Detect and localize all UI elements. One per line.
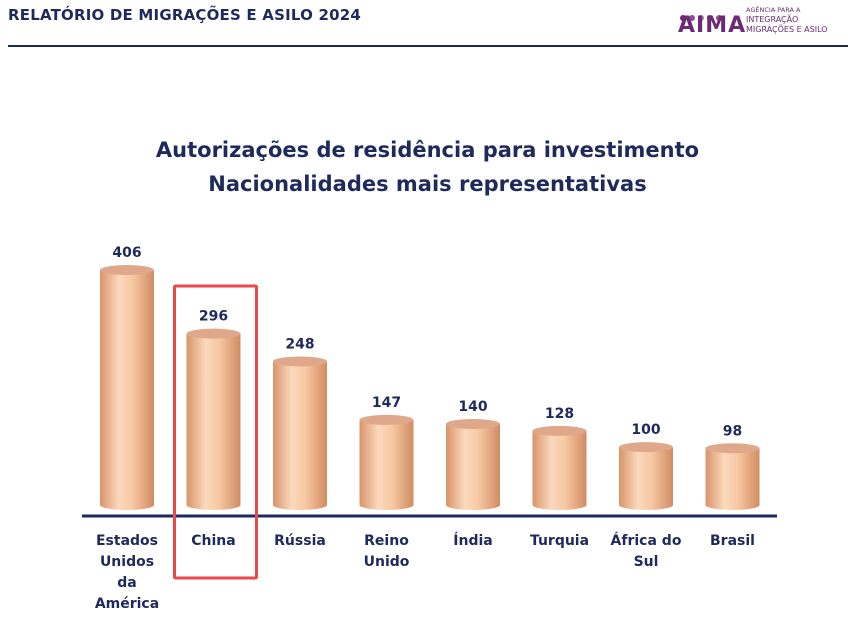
bar-body bbox=[273, 361, 327, 505]
category-label: Reino Unido bbox=[364, 533, 410, 570]
header-divider bbox=[8, 45, 848, 47]
bar-body bbox=[446, 423, 500, 505]
chart-title: Autorizações de residência para investim… bbox=[155, 138, 700, 162]
bar-body bbox=[359, 419, 414, 505]
data-label: 100 bbox=[631, 422, 660, 438]
bar bbox=[446, 418, 500, 510]
bar-top bbox=[273, 356, 327, 367]
logo-dot bbox=[716, 15, 722, 21]
category-label: Rússia bbox=[274, 533, 326, 549]
bar-body bbox=[619, 447, 673, 505]
data-label: 296 bbox=[199, 309, 228, 325]
chart-subtitle: Nacionalidades mais representativas bbox=[208, 172, 647, 196]
report-title: RELATÓRIO DE MIGRAÇÕES E ASILO 2024 bbox=[8, 6, 362, 24]
category-label: Turquia bbox=[530, 533, 589, 549]
bar-base bbox=[273, 500, 327, 510]
bar bbox=[619, 442, 673, 510]
bar-body bbox=[705, 448, 760, 505]
data-label: 128 bbox=[545, 406, 574, 422]
logo-dot bbox=[689, 15, 695, 21]
category-label: África do Sul bbox=[611, 532, 682, 570]
bar-top bbox=[359, 414, 414, 425]
logo-tagline: AGÊNCIA PARA A INTEGRAÇÃO MIGRAÇÕES E AS… bbox=[746, 5, 828, 35]
data-label: 140 bbox=[458, 399, 487, 415]
bar bbox=[532, 425, 587, 510]
bar-top bbox=[100, 265, 154, 275]
bar bbox=[186, 328, 241, 510]
logo-line: MIGRAÇÕES E ASILO bbox=[746, 25, 828, 34]
bar-top bbox=[532, 425, 587, 436]
bar bbox=[100, 265, 154, 510]
bar-base bbox=[446, 500, 500, 510]
logo-wordmark: AIMA bbox=[678, 13, 747, 38]
logo-line: INTEGRAÇÃO bbox=[746, 15, 799, 24]
bar-base bbox=[359, 500, 414, 510]
bar-top bbox=[186, 328, 241, 339]
bar-base bbox=[619, 500, 673, 510]
bar bbox=[705, 443, 760, 510]
aima-logo: AIMA AGÊNCIA PARA A INTEGRAÇÃO MIGRAÇÕES… bbox=[676, 2, 851, 42]
logo-line: AGÊNCIA PARA A bbox=[746, 6, 801, 14]
bar-base bbox=[532, 500, 587, 510]
data-label: 147 bbox=[372, 395, 401, 411]
bar-base bbox=[705, 500, 760, 510]
report-header: RELATÓRIO DE MIGRAÇÕES E ASILO 2024 AIMA… bbox=[0, 0, 855, 50]
category-label: Índia bbox=[453, 532, 492, 549]
category-label: China bbox=[191, 533, 235, 549]
data-label: 98 bbox=[723, 423, 742, 439]
bar-body bbox=[532, 430, 587, 505]
bar bbox=[273, 356, 327, 510]
data-label: 248 bbox=[285, 336, 314, 352]
bar-top bbox=[619, 442, 673, 453]
logo-dots bbox=[680, 6, 725, 25]
data-label: 406 bbox=[112, 245, 141, 261]
highlight-box bbox=[173, 284, 258, 580]
bar-top bbox=[446, 418, 500, 429]
bar-base bbox=[186, 500, 241, 510]
logo-dot bbox=[698, 15, 704, 21]
category-label: Brasil bbox=[710, 533, 755, 549]
category-label: Estados Unidos da América bbox=[95, 533, 159, 612]
bar bbox=[359, 414, 414, 510]
bar-body bbox=[186, 333, 241, 505]
logo-dot bbox=[707, 15, 713, 21]
bar-top bbox=[705, 443, 760, 454]
logo-dot bbox=[680, 15, 686, 21]
bar-base bbox=[100, 500, 154, 510]
bar-body bbox=[100, 270, 154, 505]
